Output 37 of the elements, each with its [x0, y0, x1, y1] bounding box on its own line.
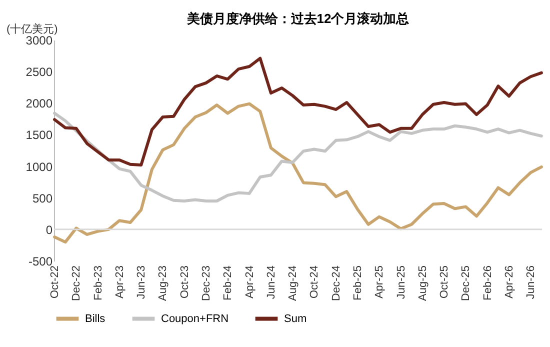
x-tick-label: Apr-26: [504, 266, 516, 299]
y-tick-label: 2500: [26, 65, 53, 80]
x-tick-label: Aug-25: [416, 266, 429, 301]
x-tick-label: Oct-23: [178, 266, 191, 299]
x-tick-label: Aug-24: [287, 266, 300, 301]
y-tick-label: 2000: [26, 96, 53, 111]
legend-label: Coupon+FRN: [161, 312, 229, 325]
x-tick-label: Feb-24: [222, 266, 234, 300]
x-tick-label: Jun-24: [265, 266, 278, 300]
x-tick-label: Feb-23: [92, 266, 104, 300]
line-series: [53, 56, 543, 167]
chart-title: 美债月度净供给：过去12个月滚动加总: [186, 11, 410, 26]
x-tick-label: Jun-25: [395, 266, 408, 300]
x-tick-label: Dec-23: [200, 266, 213, 301]
x-tick-label: Dec-22: [70, 266, 83, 301]
x-tick-label: Oct-24: [308, 266, 321, 299]
x-tick-label: Jun-26: [525, 266, 538, 300]
y-tick-label: 1000: [26, 160, 53, 174]
x-tick-label: Oct-25: [438, 266, 451, 299]
y-tick-label: 1500: [26, 128, 53, 142]
legend-label: Bills: [85, 312, 106, 325]
line-series: [53, 102, 543, 244]
y-tick-label: 500: [32, 191, 53, 206]
x-tick-label: Apr-23: [114, 266, 126, 299]
x-tick-label: Dec-25: [460, 266, 472, 301]
x-tick-label: Apr-25: [374, 266, 386, 299]
x-tick-label: Oct-22: [49, 266, 62, 299]
x-tick-label: Apr-24: [244, 266, 256, 299]
x-tick-label: Jun-23: [136, 266, 148, 300]
x-tick-label: Feb-26: [482, 266, 494, 300]
y-axis-title: (十亿美元): [6, 22, 58, 36]
y-tick-label: 3000: [26, 34, 53, 48]
x-tick-label: Aug-23: [157, 266, 170, 301]
x-tick-label: Feb-25: [352, 266, 364, 300]
x-tick-label: Dec-24: [330, 266, 342, 301]
y-tick-label: 0: [46, 222, 53, 237]
legend-label: Sum: [284, 312, 307, 325]
